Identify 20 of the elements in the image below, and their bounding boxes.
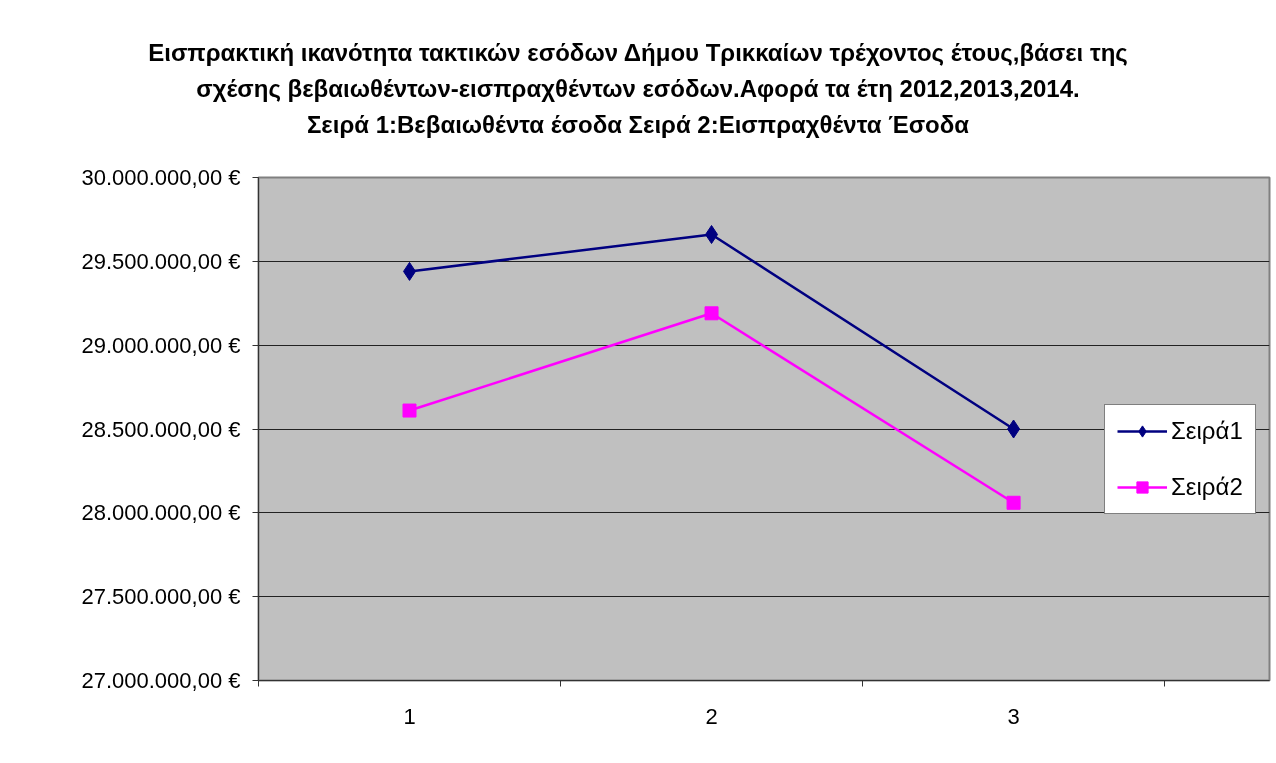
legend-label: Σειρά1 <box>1171 417 1243 445</box>
chart-title: Εισπρακτική ικανότητα τακτικών εσόδων Δήμου Τρικκαίων τρέχοντος έτους,βάσει της σχέσης βεβαιωθέντων-εισπραχθέντων εσόδων.Αφορά τα έτη 2012,2013,2014. <box>147 38 1129 104</box>
point <box>704 306 719 321</box>
point <box>1007 419 1021 439</box>
y-tick-label: 29.500.000,00 € <box>81 248 241 274</box>
y-tick-label: 28.500.000,00 € <box>81 416 241 442</box>
point <box>402 403 417 418</box>
y-tick-label: 27.500.000,00 € <box>81 584 241 610</box>
legend-label: Σειρά2 <box>1171 473 1243 501</box>
x-tick-label: 3 <box>1007 703 1020 729</box>
x-tick-label: 1 <box>403 703 416 729</box>
chart-subtitle: Σειρά 1:Βεβαιωθέντα έσοδα Σειρά 2:Εισπραχθέντα Έσοδα <box>305 110 971 140</box>
y-tick-label: 30.000.000,00 € <box>81 165 241 190</box>
point <box>403 261 417 281</box>
y-tick-label: 27.000.000,00 € <box>81 668 241 693</box>
point <box>1006 495 1021 510</box>
x-tick-label: 2 <box>705 703 718 729</box>
y-tick-label: 29.000.000,00 € <box>81 332 241 358</box>
point <box>705 225 719 245</box>
y-tick-label: 28.000.000,00 € <box>81 500 241 526</box>
